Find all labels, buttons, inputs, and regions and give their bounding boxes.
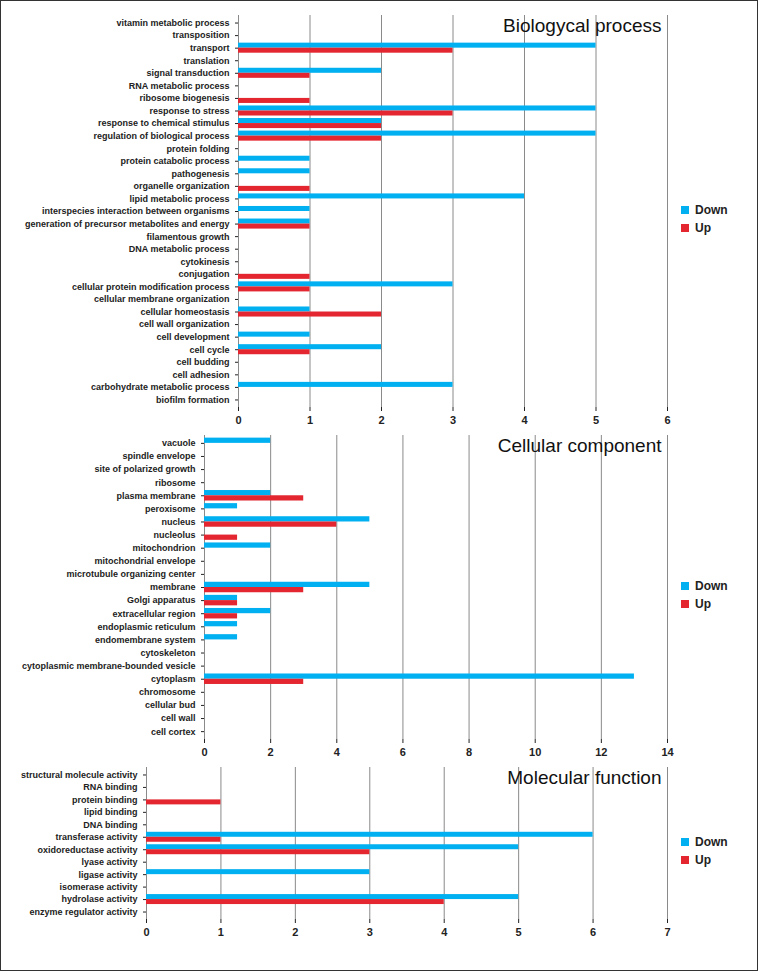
svg-text:cell development: cell development	[156, 332, 229, 342]
svg-text:enzyme regulator activity: enzyme regulator activity	[29, 907, 137, 917]
svg-text:response to chemical stimulus: response to chemical stimulus	[98, 118, 230, 128]
svg-text:1: 1	[218, 926, 224, 938]
html-text:Up: Up	[695, 221, 711, 235]
svg-text:3: 3	[450, 414, 456, 426]
svg-text:cellular homeostasis: cellular homeostasis	[140, 307, 229, 317]
html-text:Down: Down	[695, 835, 728, 849]
svg-text:5: 5	[593, 414, 599, 426]
svg-text:vitamin metabolic process: vitamin metabolic process	[116, 18, 229, 28]
svg-text:ribosome biogenesis: ribosome biogenesis	[139, 93, 229, 103]
html-text:Up: Up	[695, 597, 711, 611]
svg-text:Cellular component: Cellular component	[498, 435, 662, 456]
svg-text:protein binding: protein binding	[72, 795, 138, 805]
svg-text:1: 1	[307, 414, 313, 426]
svg-text:site of polarized growth: site of polarized growth	[94, 464, 195, 474]
svg-text:cellular membrane organization: cellular membrane organization	[94, 294, 230, 304]
svg-text:0: 0	[143, 926, 149, 938]
svg-text:6: 6	[400, 746, 406, 758]
svg-text:spindle envelope: spindle envelope	[122, 451, 195, 461]
svg-text:lipid binding: lipid binding	[84, 807, 138, 817]
svg-text:transferase activity: transferase activity	[55, 832, 137, 842]
svg-text:oxidoreductase activity: oxidoreductase activity	[37, 845, 137, 855]
svg-text:chromosome: chromosome	[139, 687, 196, 697]
svg-text:DNA binding: DNA binding	[83, 820, 137, 830]
svg-text:extracellular region: extracellular region	[112, 609, 195, 619]
svg-text:4: 4	[441, 926, 448, 938]
svg-text:endoplasmic reticulum: endoplasmic reticulum	[97, 622, 195, 632]
svg-text:8: 8	[466, 746, 472, 758]
svg-text:carbohydrate metabolic process: carbohydrate metabolic process	[91, 382, 230, 392]
svg-text:interspecies interaction betwe: interspecies interaction between organis…	[42, 206, 230, 216]
svg-text:cell budding: cell budding	[177, 357, 230, 367]
svg-text:cell adhesion: cell adhesion	[172, 370, 229, 380]
svg-text:filamentous growth: filamentous growth	[147, 232, 230, 242]
svg-text:protein catabolic process: protein catabolic process	[120, 156, 229, 166]
svg-text:peroxisome: peroxisome	[145, 504, 196, 514]
svg-text:structural molecule activity: structural molecule activity	[21, 770, 138, 780]
svg-text:2: 2	[268, 746, 274, 758]
svg-text:0: 0	[201, 746, 207, 758]
svg-text:Molecular function: Molecular function	[507, 767, 661, 788]
html-text:Down: Down	[695, 203, 728, 217]
svg-text:signal transduction: signal transduction	[146, 68, 229, 78]
svg-text:Golgi apparatus: Golgi apparatus	[127, 595, 196, 605]
svg-text:lipid metabolic process: lipid metabolic process	[129, 194, 229, 204]
svg-text:regulation of biological proce: regulation of biological process	[93, 131, 229, 141]
svg-text:cell cortex: cell cortex	[151, 727, 196, 737]
svg-text:14: 14	[661, 746, 674, 758]
svg-text:endomembrane system: endomembrane system	[95, 635, 196, 645]
svg-text:cytoplasm: cytoplasm	[151, 674, 196, 684]
svg-text:mitochondrion: mitochondrion	[133, 543, 196, 553]
svg-text:organelle organization: organelle organization	[133, 181, 229, 191]
svg-text:translation: translation	[183, 56, 229, 66]
svg-text:transposition: transposition	[172, 30, 229, 40]
svg-text:membrane: membrane	[150, 582, 196, 592]
svg-text:3: 3	[367, 926, 373, 938]
svg-text:cell wall: cell wall	[161, 713, 196, 723]
svg-text:pathogenesis: pathogenesis	[171, 169, 229, 179]
svg-text:nucleus: nucleus	[161, 517, 195, 527]
html-text:Down: Down	[695, 579, 728, 593]
svg-text:Biologycal process: Biologycal process	[503, 15, 661, 36]
svg-text:transport: transport	[190, 43, 230, 53]
svg-text:4: 4	[334, 746, 341, 758]
svg-text:cytokinesis: cytokinesis	[180, 257, 229, 267]
svg-text:cytoplasmic membrane-bounded v: cytoplasmic membrane-bounded vesicle	[22, 661, 196, 671]
svg-text:7: 7	[664, 926, 670, 938]
svg-text:nucleolus: nucleolus	[153, 530, 195, 540]
svg-text:cellular protein modification: cellular protein modification process	[72, 282, 230, 292]
svg-text:cytoskeleton: cytoskeleton	[140, 648, 195, 658]
svg-text:protein folding: protein folding	[167, 144, 230, 154]
svg-text:2: 2	[292, 926, 298, 938]
svg-text:RNA metabolic process: RNA metabolic process	[129, 81, 230, 91]
svg-text:plasma membrane: plasma membrane	[116, 491, 195, 501]
svg-text:ribosome: ribosome	[155, 478, 196, 488]
svg-text:microtubule organizing center: microtubule organizing center	[66, 569, 196, 579]
svg-text:hydrolase activity: hydrolase activity	[61, 894, 137, 904]
svg-text:ligase activity: ligase activity	[78, 870, 137, 880]
svg-text:cellular bud: cellular bud	[145, 700, 196, 710]
svg-text:biofilm formation: biofilm formation	[156, 395, 230, 405]
svg-text:DNA metabolic process: DNA metabolic process	[129, 244, 230, 254]
svg-text:cell cycle: cell cycle	[189, 345, 229, 355]
svg-text:2: 2	[378, 414, 384, 426]
html-text:Up: Up	[695, 853, 711, 867]
svg-text:mitochondrial envelope: mitochondrial envelope	[94, 556, 195, 566]
svg-text:response to stress: response to stress	[149, 106, 229, 116]
svg-text:cell wall organization: cell wall organization	[139, 319, 230, 329]
svg-text:4: 4	[521, 414, 528, 426]
svg-text:0: 0	[235, 414, 241, 426]
svg-text:12: 12	[595, 746, 607, 758]
svg-text:6: 6	[590, 926, 596, 938]
svg-text:5: 5	[516, 926, 522, 938]
svg-text:lyase activity: lyase activity	[81, 857, 137, 867]
svg-text:6: 6	[664, 414, 670, 426]
svg-text:vacuole: vacuole	[162, 438, 196, 448]
svg-text:generation of precursor metabo: generation of precursor metabolites and …	[25, 219, 230, 229]
svg-text:isomerase activity: isomerase activity	[59, 882, 137, 892]
svg-text:conjugation: conjugation	[179, 269, 230, 279]
svg-text:10: 10	[529, 746, 541, 758]
svg-text:RNA binding: RNA binding	[83, 782, 137, 792]
